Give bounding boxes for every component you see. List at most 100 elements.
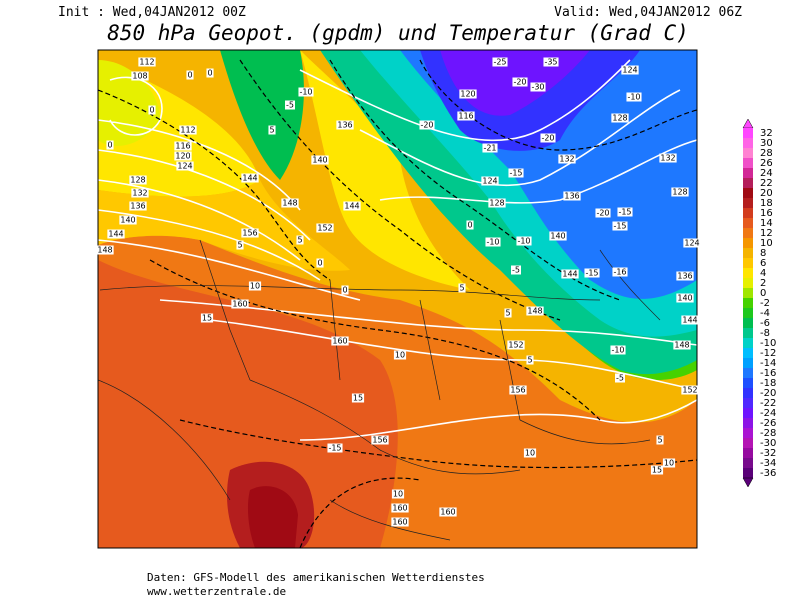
label-box bbox=[391, 503, 409, 513]
geopotential-label: 136 bbox=[564, 192, 579, 201]
colorbar-swatch bbox=[743, 308, 753, 319]
label-box bbox=[540, 133, 556, 143]
colorbar-swatch bbox=[743, 228, 753, 239]
colorbar-label: 0 bbox=[760, 288, 766, 299]
label-box bbox=[662, 458, 676, 468]
colorbar-label: 4 bbox=[760, 268, 766, 279]
colorbar-label: 22 bbox=[760, 178, 773, 189]
colorbar-swatch bbox=[743, 158, 753, 169]
label-box bbox=[311, 155, 329, 165]
colorbar-swatch bbox=[743, 168, 753, 179]
colorbar-swatch bbox=[743, 288, 753, 299]
label-box bbox=[466, 220, 474, 230]
label-box bbox=[612, 221, 628, 231]
colorbar-label: 16 bbox=[760, 208, 773, 219]
label-box bbox=[285, 100, 295, 110]
label-box bbox=[107, 229, 125, 239]
geopotential-label: 132 bbox=[660, 154, 675, 163]
temperature-label: 10 bbox=[664, 459, 674, 468]
label-box bbox=[336, 120, 354, 130]
label-box bbox=[371, 435, 389, 445]
temperature-label: -30 bbox=[531, 83, 544, 92]
temperature-label: 5 bbox=[657, 436, 662, 445]
temperature-label: 5 bbox=[527, 356, 532, 365]
geopotential-label: 160 bbox=[392, 518, 407, 527]
label-box bbox=[584, 268, 600, 278]
geopotential-label: 156 bbox=[510, 386, 525, 395]
label-box bbox=[617, 207, 633, 217]
colorbar-swatch bbox=[743, 418, 753, 429]
map-title: 850 hPa Geopot. (gpdm) und Temperatur (G… bbox=[107, 21, 689, 45]
label-box bbox=[200, 313, 214, 323]
map-frame bbox=[97, 49, 698, 549]
temperature-label: -15 bbox=[618, 208, 631, 217]
label-box bbox=[129, 201, 147, 211]
temperature-label: 10 bbox=[250, 282, 260, 291]
colorbar-swatch bbox=[743, 348, 753, 359]
colorbar-swatch bbox=[743, 328, 753, 339]
temperature-label: -10 bbox=[517, 237, 530, 246]
temperature-label: 0 bbox=[149, 106, 154, 115]
label-box bbox=[343, 201, 361, 211]
geopotential-label: 120 bbox=[460, 90, 475, 99]
label-box bbox=[393, 350, 407, 360]
colorbar-label: 8 bbox=[760, 248, 766, 259]
geopotential-contour bbox=[98, 59, 697, 441]
temperature-label: -21 bbox=[483, 144, 496, 153]
geopotential-label: 124 bbox=[684, 239, 699, 248]
temperature-label: -20 bbox=[513, 78, 526, 87]
temperature-label: -10 bbox=[486, 238, 499, 247]
colorbar-swatch bbox=[743, 358, 753, 369]
geopotential-label: 140 bbox=[550, 232, 565, 241]
colorbar-swatch bbox=[743, 248, 753, 259]
geopotential-label: 112 bbox=[180, 126, 195, 135]
label-box bbox=[530, 82, 546, 92]
colorbar-swatch bbox=[743, 408, 753, 419]
colorbar-label: -36 bbox=[760, 468, 776, 479]
colorbar-label: 12 bbox=[760, 228, 773, 239]
label-box bbox=[482, 143, 498, 153]
label-box bbox=[298, 87, 314, 97]
colorbar-label: -14 bbox=[760, 358, 776, 369]
colorbar-swatch bbox=[743, 258, 753, 269]
geopotential-label: 148 bbox=[97, 246, 112, 255]
colorbar-swatch bbox=[743, 378, 753, 389]
label-box bbox=[676, 271, 694, 281]
temperature-label: 0 bbox=[207, 69, 212, 78]
geopotential-label: 160 bbox=[332, 337, 347, 346]
geopotential-label: 116 bbox=[175, 142, 190, 151]
label-box bbox=[615, 373, 625, 383]
colorbar-swatch bbox=[743, 368, 753, 379]
label-box bbox=[561, 269, 579, 279]
colorbar-label: 28 bbox=[760, 148, 773, 159]
temperature-label: 5 bbox=[505, 309, 510, 318]
colorbar-label: -18 bbox=[760, 378, 776, 389]
temperature-label: -10 bbox=[627, 93, 640, 102]
temperature-label: 0 bbox=[467, 221, 472, 230]
website: www.wetterzentrale.de bbox=[147, 585, 286, 598]
temperature-label: -16 bbox=[613, 268, 626, 277]
label-box bbox=[174, 151, 192, 161]
temperature-label: -15 bbox=[328, 444, 341, 453]
colorbar-label: -10 bbox=[760, 338, 776, 349]
temperature-label: -5 bbox=[512, 266, 520, 275]
label-box bbox=[327, 443, 343, 453]
label-box bbox=[650, 465, 664, 475]
temperature-contour bbox=[98, 59, 697, 548]
colorbar-swatch bbox=[743, 388, 753, 399]
temperature-label: 0 bbox=[342, 286, 347, 295]
geopotential-label: 144 bbox=[344, 202, 359, 211]
geopotential-label: 120 bbox=[175, 152, 190, 161]
label-box bbox=[508, 168, 524, 178]
label-box bbox=[176, 161, 194, 171]
temperature-label: 5 bbox=[459, 284, 464, 293]
colorbar-swatch bbox=[743, 238, 753, 249]
label-box bbox=[458, 283, 466, 293]
colorbar-label: 14 bbox=[760, 218, 773, 229]
temperature-label: -15 bbox=[613, 222, 626, 231]
colorbar-label: 10 bbox=[760, 238, 773, 249]
label-box bbox=[419, 120, 435, 130]
geopotential-label: 144 bbox=[242, 174, 257, 183]
label-box bbox=[316, 258, 324, 268]
label-box bbox=[612, 267, 628, 277]
